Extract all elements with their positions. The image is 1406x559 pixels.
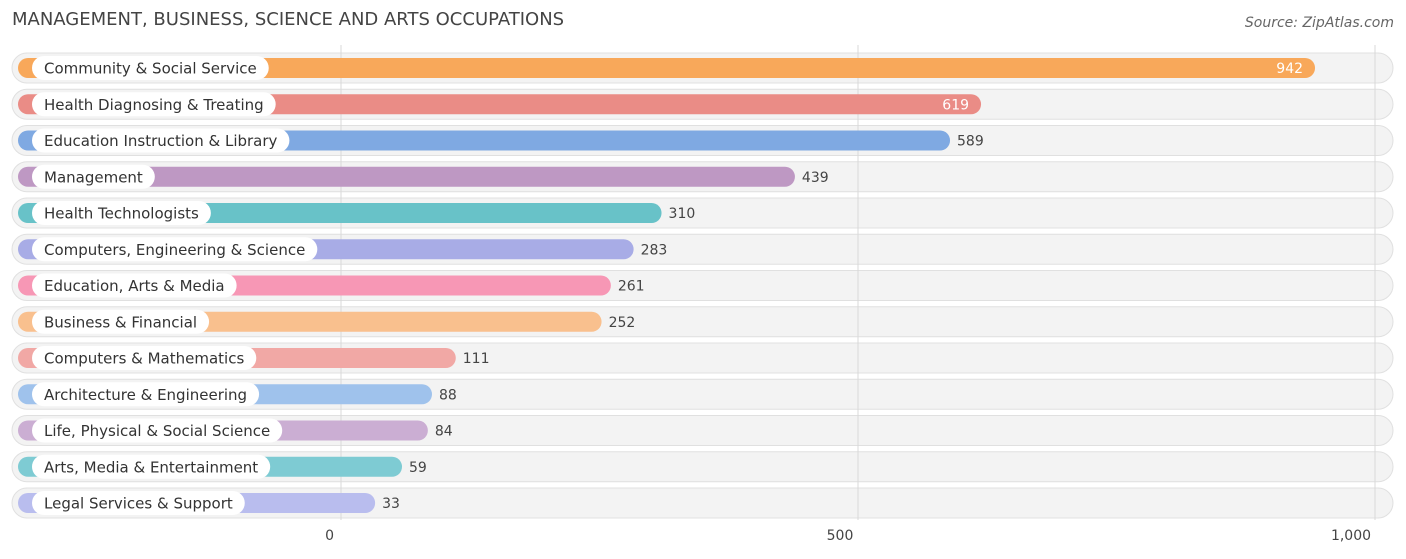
- category-label-pill: [32, 56, 269, 80]
- category-label: Business & Financial: [44, 313, 197, 331]
- category-label-pill: [32, 201, 211, 225]
- category-label-pill: [32, 382, 260, 407]
- category-label-pill: [32, 346, 257, 370]
- value-label: 252: [609, 315, 636, 331]
- chart-title: MANAGEMENT, BUSINESS, SCIENCE AND ARTS O…: [12, 9, 565, 30]
- category-label-pill: [32, 92, 276, 117]
- x-tick-label: 1,000: [1331, 528, 1371, 544]
- category-label: Health Technologists: [44, 205, 199, 223]
- category-label-pill: [32, 418, 283, 443]
- value-label: 111: [463, 351, 490, 367]
- category-label: Architecture & Engineering: [44, 386, 247, 404]
- chart-source: Source: ZipAtlas.com: [1244, 15, 1394, 31]
- value-label: 84: [435, 424, 453, 440]
- category-label-pill: [32, 491, 245, 515]
- value-label: 310: [669, 206, 696, 222]
- category-label: Management: [44, 168, 143, 186]
- category-label-pill: [32, 164, 155, 189]
- category-label-pill: [32, 273, 237, 298]
- category-label: Education, Arts & Media: [44, 277, 225, 295]
- category-label: Health Diagnosing & Treating: [44, 96, 264, 114]
- value-label: 942: [1276, 61, 1303, 77]
- category-label: Computers & Mathematics: [44, 350, 244, 368]
- value-label: 283: [641, 242, 668, 258]
- category-label: Legal Services & Support: [44, 495, 233, 513]
- category-label: Life, Physical & Social Science: [44, 422, 270, 440]
- value-label: 33: [382, 496, 400, 512]
- category-label: Education Instruction & Library: [44, 132, 278, 150]
- category-label-pill: [32, 309, 210, 334]
- bar: [18, 58, 1316, 78]
- category-label: Arts, Media & Entertainment: [44, 458, 258, 476]
- x-tick-label: 500: [827, 528, 854, 544]
- category-label-pill: [32, 454, 271, 479]
- category-label: Computers, Engineering & Science: [44, 241, 305, 259]
- value-label: 88: [439, 387, 457, 403]
- value-label: 589: [957, 134, 984, 150]
- x-tick-label: 0: [325, 528, 334, 544]
- value-label: 59: [409, 460, 427, 476]
- value-label: 619: [942, 97, 969, 113]
- category-label-pill: [32, 237, 318, 262]
- value-label: 439: [802, 170, 829, 186]
- category-label-pill: [32, 128, 290, 153]
- category-label: Community & Social Service: [44, 60, 257, 78]
- value-label: 261: [618, 279, 645, 295]
- bar: [18, 166, 795, 187]
